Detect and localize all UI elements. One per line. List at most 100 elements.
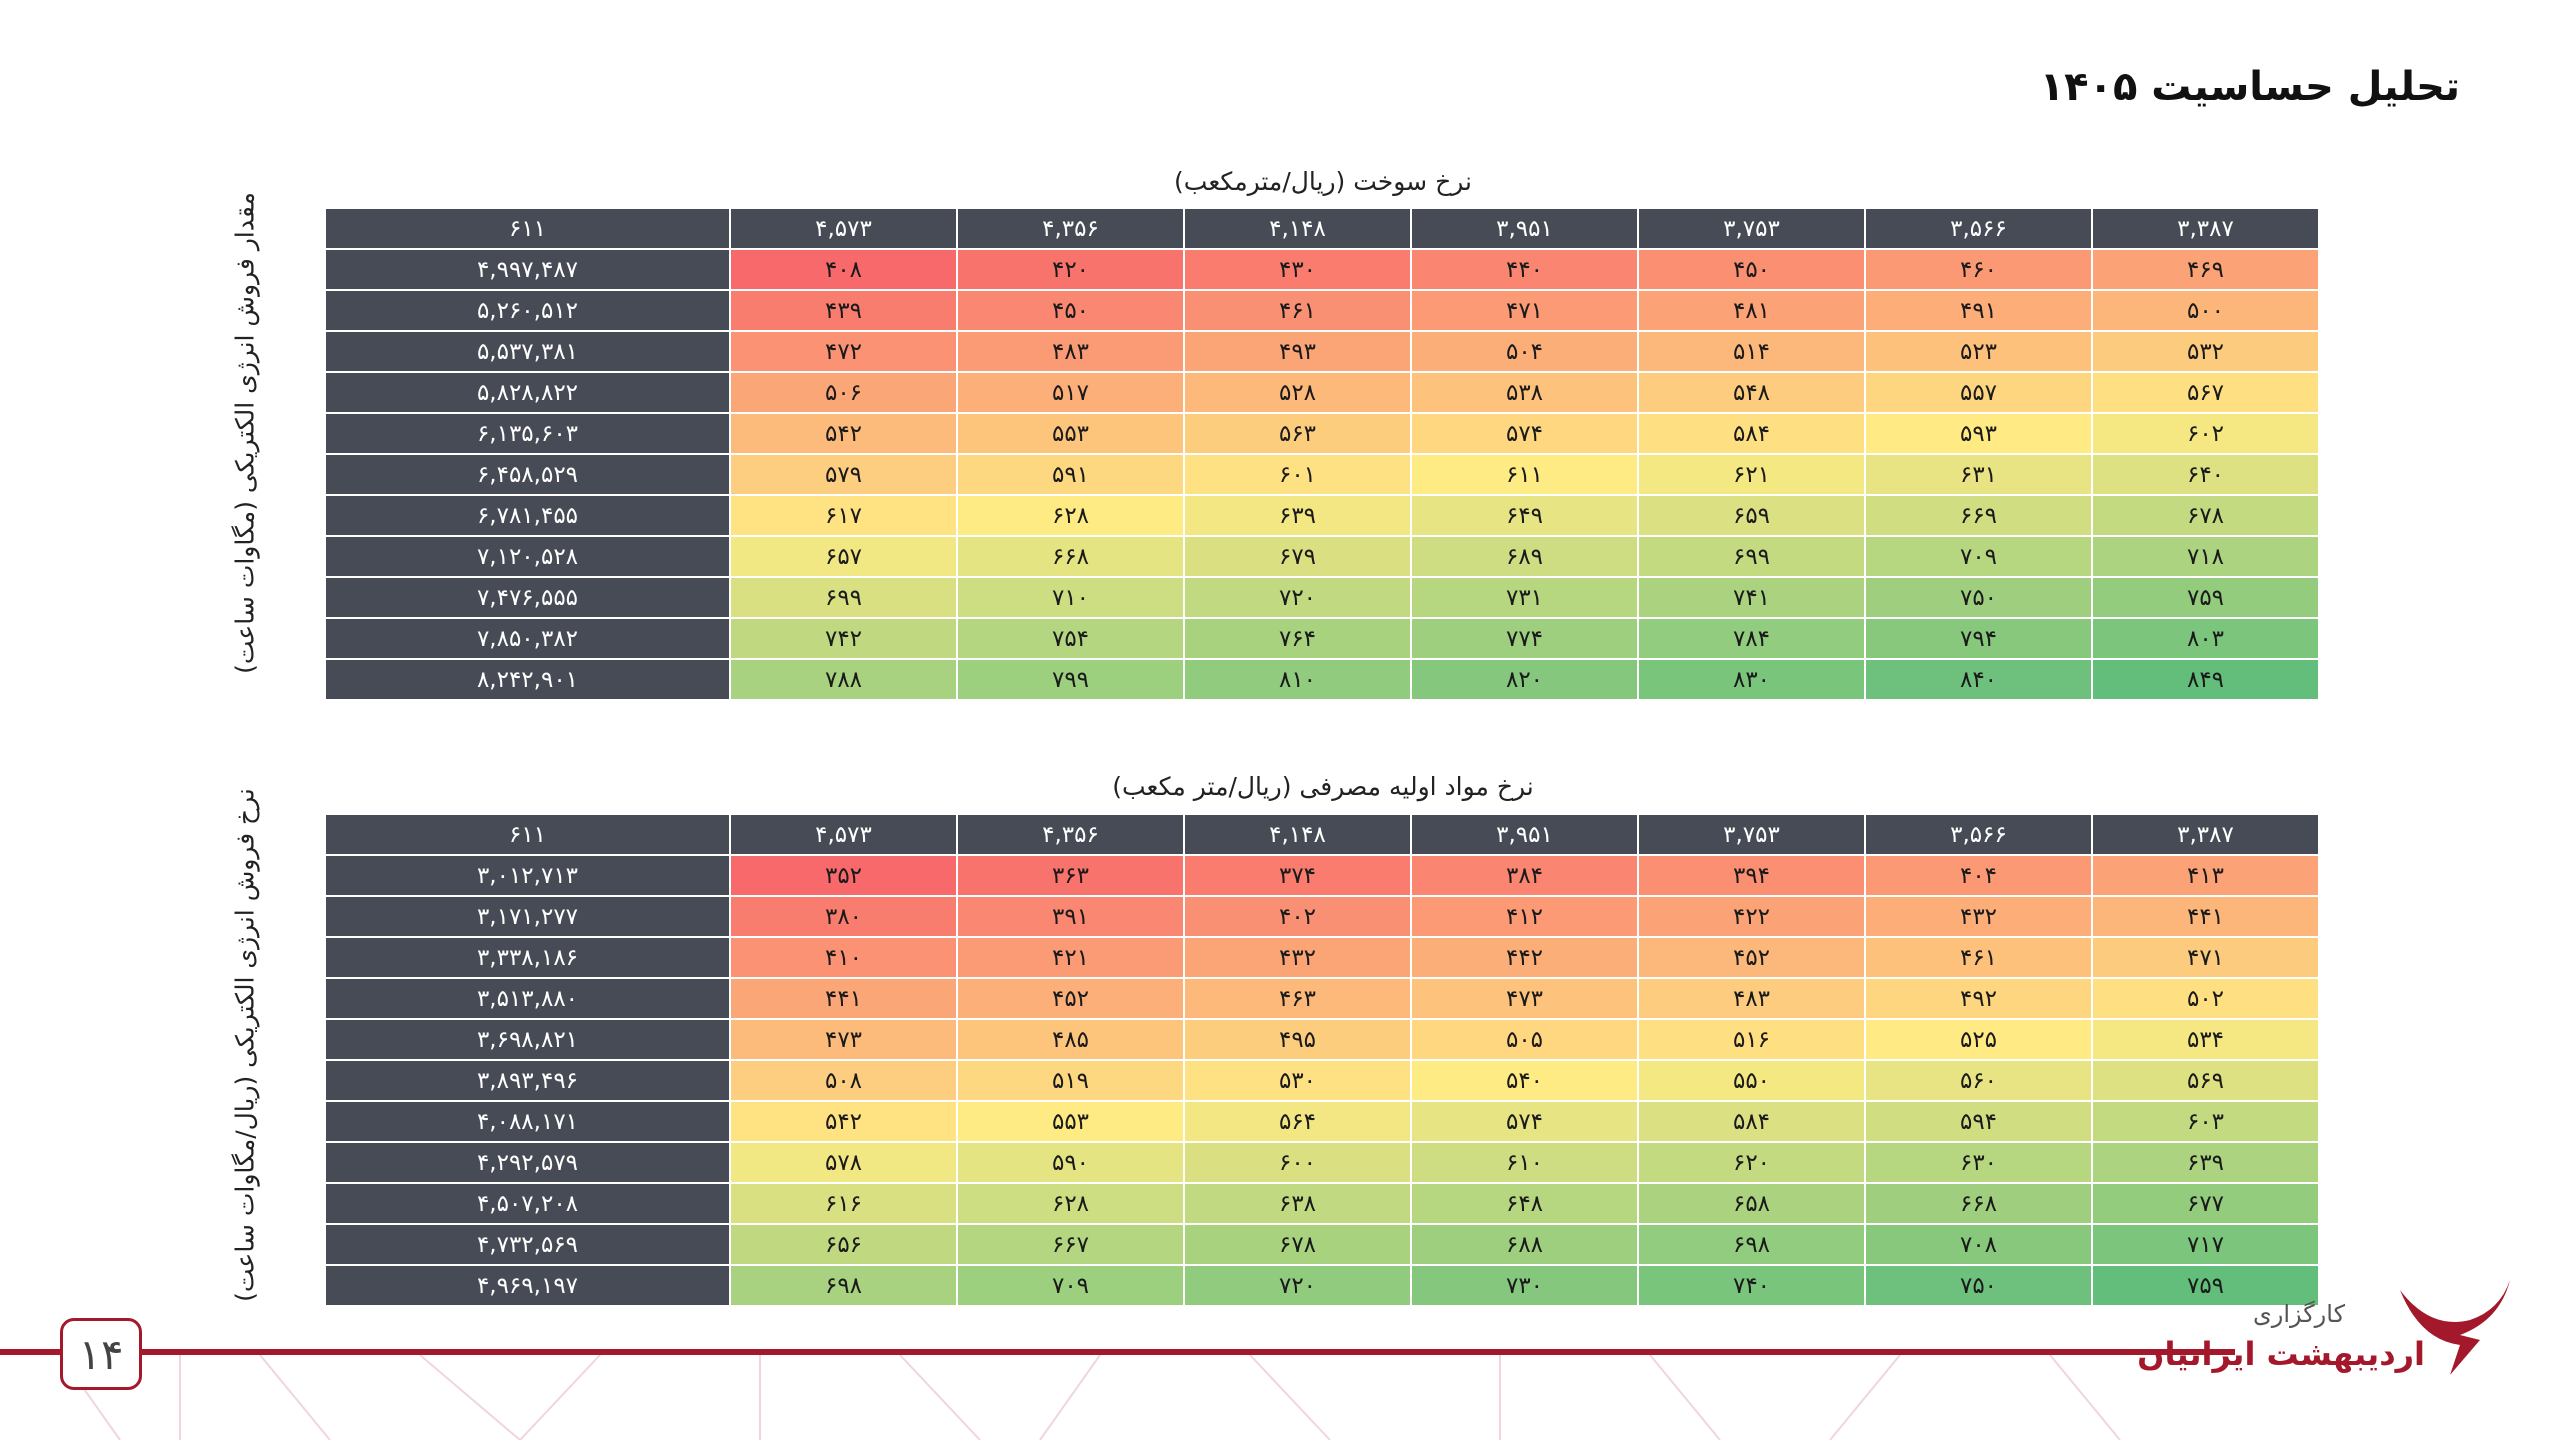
data-cell: ۷۹۴ <box>1866 619 2093 660</box>
data-cell: ۵۳۲ <box>2093 332 2320 373</box>
data-cell: ۳۸۴ <box>1412 856 1639 897</box>
data-cell: ۵۵۳ <box>958 414 1185 455</box>
brand-name: اردیبهشت ایرانیان <box>2137 1335 2425 1373</box>
data-cell: ۵۷۴ <box>1412 1102 1639 1143</box>
data-cell: ۶۶۸ <box>1866 1184 2093 1225</box>
header-cell: ۳,۹۵۱ <box>1412 815 1639 856</box>
row-label-cell: ۳,۶۹۸,۸۲۱ <box>326 1020 731 1061</box>
data-cell: ۷۳۱ <box>1412 578 1639 619</box>
row-label-cell: ۴,۵۰۷,۲۰۸ <box>326 1184 731 1225</box>
data-cell: ۵۶۷ <box>2093 373 2320 414</box>
data-cell: ۷۲۰ <box>1185 578 1412 619</box>
data-cell: ۳۹۱ <box>958 897 1185 938</box>
data-cell: ۶۶۷ <box>958 1225 1185 1266</box>
data-cell: ۸۴۰ <box>1866 660 2093 701</box>
data-cell: ۶۷۹ <box>1185 537 1412 578</box>
data-cell: ۶۸۹ <box>1412 537 1639 578</box>
footer-line <box>0 1349 2235 1355</box>
data-cell: ۷۵۰ <box>1866 578 2093 619</box>
data-cell: ۷۸۴ <box>1639 619 1866 660</box>
data-cell: ۵۹۰ <box>958 1143 1185 1184</box>
data-cell: ۵۶۴ <box>1185 1102 1412 1143</box>
data-cell: ۵۰۵ <box>1412 1020 1639 1061</box>
data-cell: ۴۵۲ <box>1639 938 1866 979</box>
data-cell: ۶۹۹ <box>731 578 958 619</box>
row-label-cell: ۶,۴۵۸,۵۲۹ <box>326 455 731 496</box>
row-label-cell: ۷,۸۵۰,۳۸۲ <box>326 619 731 660</box>
data-cell: ۵۱۷ <box>958 373 1185 414</box>
header-cell: ۳,۳۸۷ <box>2093 815 2320 856</box>
data-cell: ۶۳۱ <box>1866 455 2093 496</box>
data-cell: ۶۵۶ <box>731 1225 958 1266</box>
row-label-cell: ۴,۷۳۲,۵۶۹ <box>326 1225 731 1266</box>
data-cell: ۶۵۸ <box>1639 1184 1866 1225</box>
data-cell: ۶۵۷ <box>731 537 958 578</box>
row-label-cell: ۸,۲۴۲,۹۰۱ <box>326 660 731 701</box>
header-cell: ۶۱۱ <box>326 815 731 856</box>
data-cell: ۷۵۰ <box>1866 1266 2093 1307</box>
data-cell: ۷۲۰ <box>1185 1266 1412 1307</box>
row-label-cell: ۳,۳۳۸,۱۸۶ <box>326 938 731 979</box>
data-cell: ۷۰۸ <box>1866 1225 2093 1266</box>
header-cell: ۶۱۱ <box>326 209 731 250</box>
logo-icon <box>2400 1280 2510 1375</box>
header-cell: ۳,۷۵۳ <box>1639 815 1866 856</box>
data-cell: ۴۲۰ <box>958 250 1185 291</box>
header-cell: ۴,۵۷۳ <box>731 209 958 250</box>
row-label-cell: ۳,۰۱۲,۷۱۳ <box>326 856 731 897</box>
data-cell: ۴۸۵ <box>958 1020 1185 1061</box>
data-cell: ۶۳۸ <box>1185 1184 1412 1225</box>
data-cell: ۴۹۵ <box>1185 1020 1412 1061</box>
data-cell: ۶۵۹ <box>1639 496 1866 537</box>
data-cell: ۴۸۳ <box>1639 979 1866 1020</box>
data-cell: ۷۶۴ <box>1185 619 1412 660</box>
data-cell: ۵۶۰ <box>1866 1061 2093 1102</box>
data-cell: ۶۲۰ <box>1639 1143 1866 1184</box>
data-cell: ۶۴۸ <box>1412 1184 1639 1225</box>
row-label-cell: ۴,۹۶۹,۱۹۷ <box>326 1266 731 1307</box>
data-cell: ۶۲۸ <box>958 496 1185 537</box>
data-cell: ۵۶۳ <box>1185 414 1412 455</box>
data-cell: ۴۷۲ <box>731 332 958 373</box>
data-cell: ۴۳۰ <box>1185 250 1412 291</box>
data-cell: ۴۲۲ <box>1639 897 1866 938</box>
data-cell: ۵۷۸ <box>731 1143 958 1184</box>
data-cell: ۴۳۹ <box>731 291 958 332</box>
data-cell: ۳۵۲ <box>731 856 958 897</box>
data-cell: ۴۷۱ <box>2093 938 2320 979</box>
data-cell: ۴۶۱ <box>1185 291 1412 332</box>
data-cell: ۵۰۴ <box>1412 332 1639 373</box>
row-label-cell: ۴,۰۸۸,۱۷۱ <box>326 1102 731 1143</box>
data-cell: ۴۴۲ <box>1412 938 1639 979</box>
data-cell: ۷۵۹ <box>2093 578 2320 619</box>
data-cell: ۴۶۰ <box>1866 250 2093 291</box>
brand-small: کارگزاری <box>2252 1300 2345 1328</box>
data-cell: ۵۵۷ <box>1866 373 2093 414</box>
data-cell: ۴۱۲ <box>1412 897 1639 938</box>
data-cell: ۶۹۸ <box>731 1266 958 1307</box>
data-cell: ۴۴۱ <box>731 979 958 1020</box>
header-cell: ۳,۹۵۱ <box>1412 209 1639 250</box>
data-cell: ۵۷۹ <box>731 455 958 496</box>
data-cell: ۵۰۶ <box>731 373 958 414</box>
data-cell: ۸۳۰ <box>1639 660 1866 701</box>
data-cell: ۷۰۹ <box>958 1266 1185 1307</box>
data-cell: ۶۸۸ <box>1412 1225 1639 1266</box>
data-cell: ۵۹۱ <box>958 455 1185 496</box>
data-cell: ۶۰۱ <box>1185 455 1412 496</box>
header-cell: ۴,۱۴۸ <box>1185 815 1412 856</box>
data-cell: ۷۳۰ <box>1412 1266 1639 1307</box>
header-cell: ۳,۷۵۳ <box>1639 209 1866 250</box>
data-cell: ۵۵۰ <box>1639 1061 1866 1102</box>
data-cell: ۷۸۸ <box>731 660 958 701</box>
slide-title: تحلیل حساسیت ۱۴۰۵ <box>2039 64 2460 110</box>
data-cell: ۵۷۴ <box>1412 414 1639 455</box>
data-cell: ۴۱۳ <box>2093 856 2320 897</box>
data-cell: ۴۸۳ <box>958 332 1185 373</box>
data-cell: ۵۱۴ <box>1639 332 1866 373</box>
data-cell: ۳۷۴ <box>1185 856 1412 897</box>
data-cell: ۴۰۸ <box>731 250 958 291</box>
data-cell: ۶۷۸ <box>2093 496 2320 537</box>
data-cell: ۷۴۲ <box>731 619 958 660</box>
